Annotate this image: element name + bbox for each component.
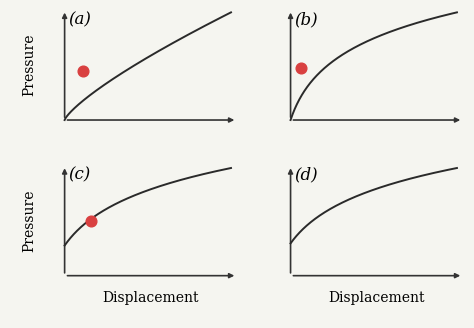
Text: (c): (c)	[69, 167, 91, 184]
Text: (d): (d)	[295, 167, 319, 184]
Text: Pressure: Pressure	[22, 189, 36, 252]
Text: (b): (b)	[295, 11, 319, 28]
Text: (a): (a)	[69, 11, 91, 28]
Text: Displacement: Displacement	[103, 291, 199, 305]
Text: Displacement: Displacement	[328, 291, 425, 305]
Text: Pressure: Pressure	[22, 34, 36, 96]
